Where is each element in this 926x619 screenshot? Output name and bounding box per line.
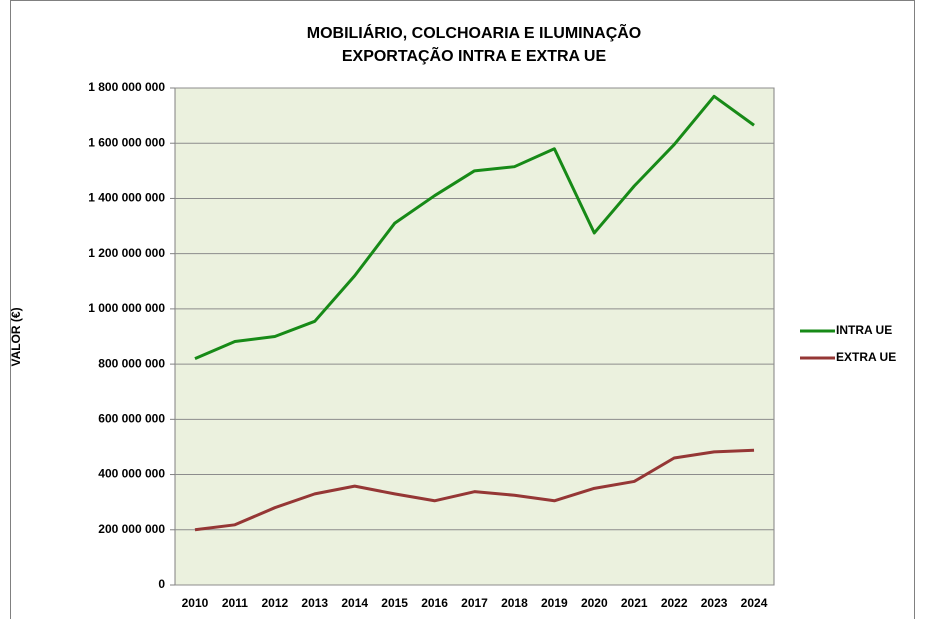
y-tick-label: 400 000 000 [98,467,165,481]
y-tick-label: 1 000 000 000 [88,301,165,315]
x-tick-label: 2023 [701,596,728,610]
y-tick-label: 0 [158,577,165,591]
x-tick-label: 2020 [581,596,608,610]
x-tick-label: 2019 [541,596,568,610]
x-tick-label: 2011 [222,596,248,610]
x-tick-label: 2013 [301,596,328,610]
chart-title: EXPORTAÇÃO INTRA E EXTRA UE [342,45,607,65]
y-tick-label: 1 400 000 000 [88,191,165,205]
x-tick-label: 2014 [341,596,368,610]
series-line [194,94,755,360]
y-axis-label: VALOR (€) [9,307,23,366]
legend-label: EXTRA UE [836,350,896,364]
x-tick-label: 2021 [621,596,648,610]
chart-title: MOBILIÁRIO, COLCHOARIA E ILUMINAÇÃO [307,22,642,42]
y-tick-label: 800 000 000 [98,356,165,370]
y-tick-label: 1 600 000 000 [88,135,165,149]
chart-border [10,0,915,619]
x-tick-label: 2016 [421,596,448,610]
legend-label: INTRA UE [836,323,892,337]
y-tick-label: 1 800 000 000 [88,80,165,94]
y-tick-label: 200 000 000 [98,522,165,536]
y-tick-label: 600 000 000 [98,412,165,426]
x-tick-label: 2024 [741,596,768,610]
series-line [194,448,755,532]
y-tick-label: 1 200 000 000 [88,246,165,260]
x-tick-label: 2012 [261,596,288,610]
x-tick-label: 2010 [182,596,209,610]
x-tick-label: 2015 [381,596,408,610]
x-tick-label: 2018 [501,596,528,610]
x-tick-label: 2017 [461,596,488,610]
x-tick-label: 2022 [661,596,688,610]
